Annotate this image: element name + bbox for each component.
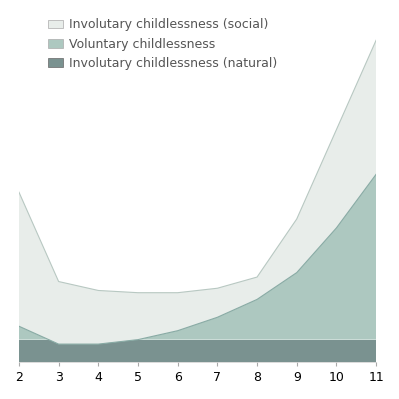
Legend: Involutary childlessness (social), Voluntary childlessness, Involutary childless: Involutary childlessness (social), Volun… xyxy=(43,14,282,75)
